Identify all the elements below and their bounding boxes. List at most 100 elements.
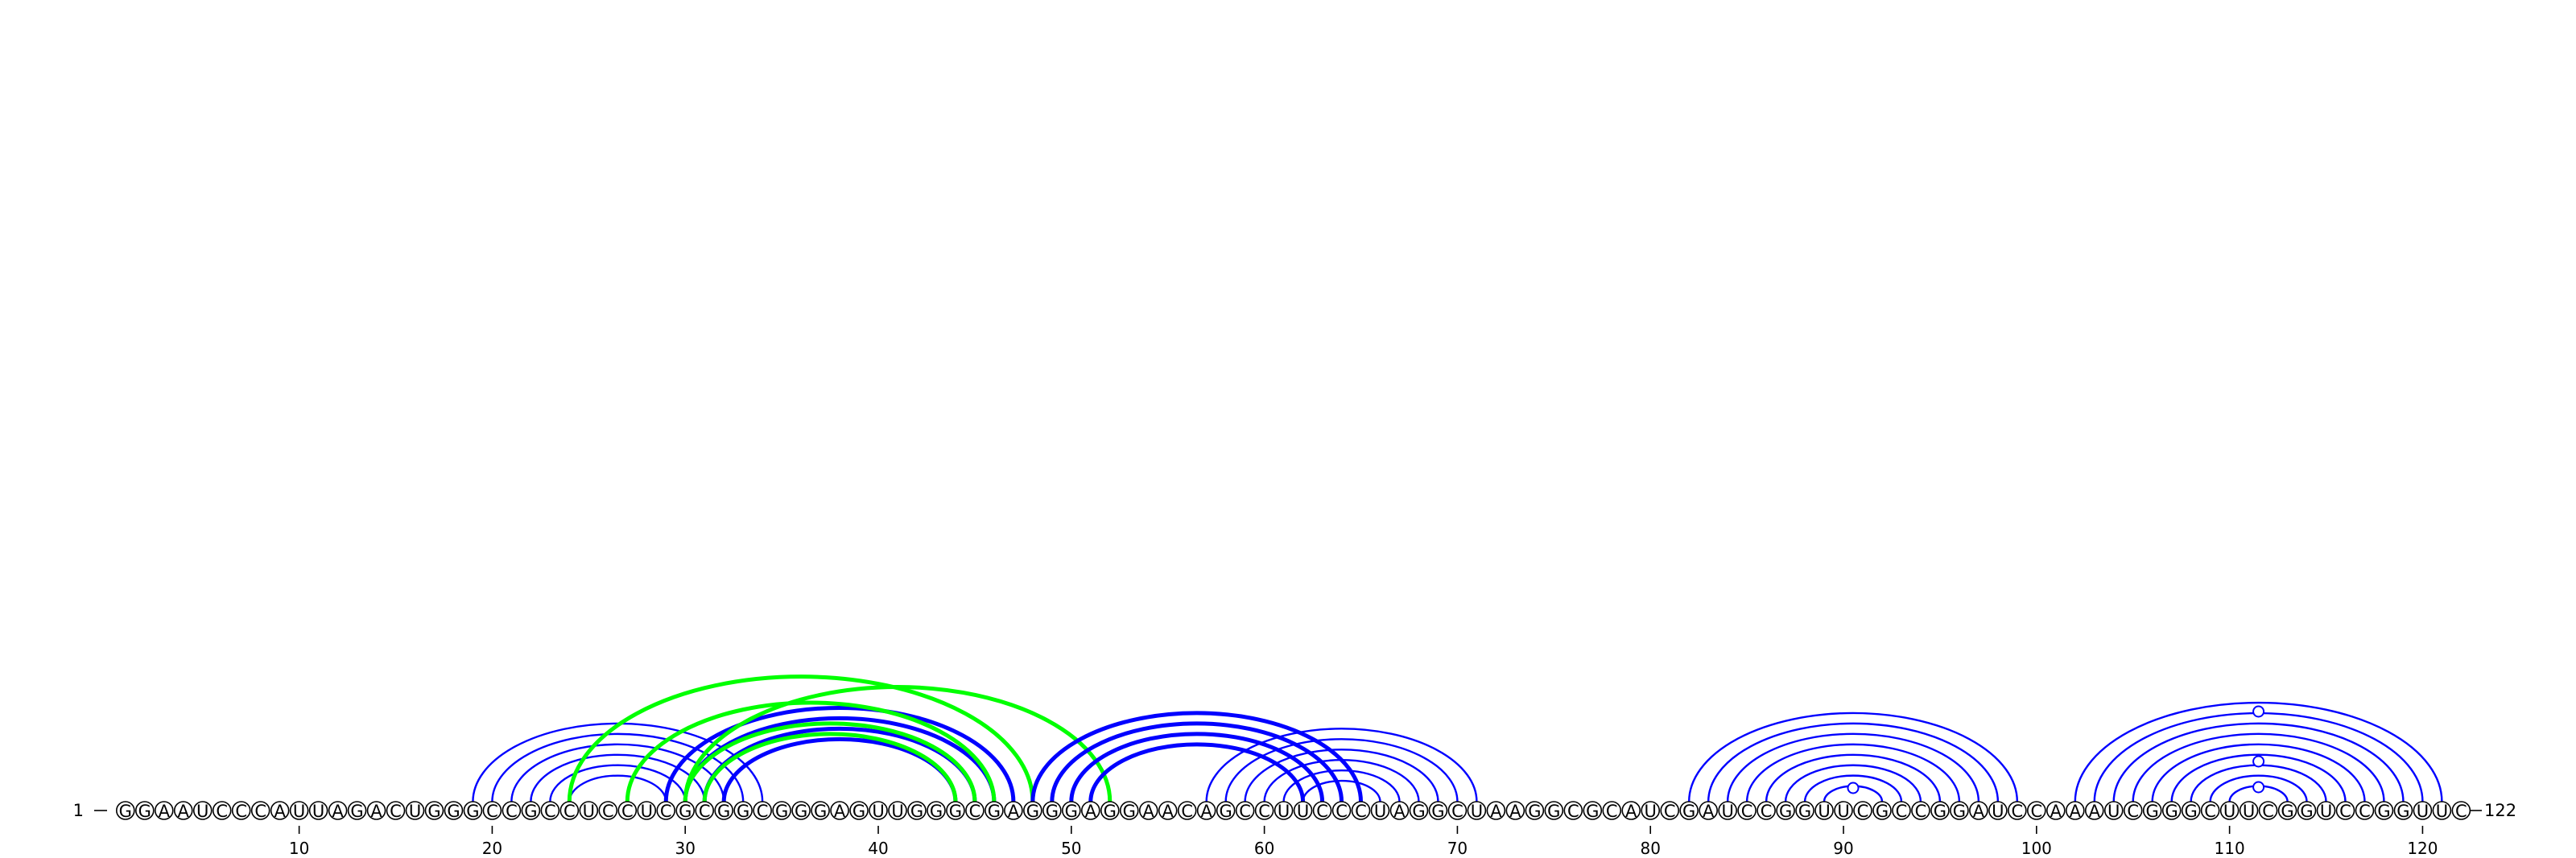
nucleotide-circle bbox=[1563, 801, 1583, 820]
nucleotide-letter: U bbox=[1992, 802, 2004, 821]
arc-blue-49-64 bbox=[1050, 721, 1344, 804]
nucleotide: C bbox=[656, 801, 676, 821]
nucleotide-letter: G bbox=[949, 802, 962, 821]
nucleotide-circle bbox=[637, 801, 657, 820]
nucleotide: C bbox=[2355, 801, 2375, 821]
nucleotide-circle bbox=[1138, 801, 1158, 820]
nucleotide-letter: A bbox=[1703, 802, 1715, 821]
nucleotide: U bbox=[2316, 801, 2336, 821]
nucleotide: A bbox=[1138, 801, 1158, 821]
nucleotide: C bbox=[2008, 801, 2027, 821]
nucleotide-circle bbox=[444, 801, 464, 820]
nucleotide: G bbox=[463, 801, 483, 821]
nucleotide: G bbox=[714, 801, 733, 821]
nucleotide-letter: G bbox=[1046, 802, 1059, 821]
nucleotide-letter: G bbox=[466, 802, 479, 821]
nucleotide: C bbox=[1757, 801, 1776, 821]
nucleotide-letter: U bbox=[583, 802, 595, 821]
nucleotide: C bbox=[1351, 801, 1371, 821]
nucleotide-letter: C bbox=[621, 802, 634, 821]
nucleotide: G bbox=[134, 801, 155, 821]
nucleotide-letter: U bbox=[872, 802, 884, 821]
nucleotide-letter: G bbox=[2185, 802, 2198, 821]
nucleotide-circle bbox=[907, 801, 927, 820]
nucleotide: A bbox=[2065, 801, 2085, 821]
nucleotide: C bbox=[1853, 801, 1872, 821]
arc-blue-57-71 bbox=[1205, 728, 1478, 803]
nucleotide: U bbox=[2413, 801, 2433, 821]
nucleotide-circle bbox=[2316, 801, 2336, 820]
nucleotide: C bbox=[1331, 801, 1352, 821]
nucleotide-circle bbox=[192, 801, 213, 820]
nucleotide-circle bbox=[386, 801, 406, 820]
nucleotide: U bbox=[1370, 801, 1390, 821]
nucleotide-letter: U bbox=[1645, 802, 1657, 821]
nucleotide: U bbox=[888, 801, 907, 821]
nucleotide: U bbox=[2219, 801, 2240, 821]
tick-label: 110 bbox=[2215, 839, 2245, 858]
nucleotide: G bbox=[347, 801, 367, 821]
arc-green-24-48 bbox=[567, 674, 1035, 804]
nucleotide-circle bbox=[1370, 801, 1390, 820]
nucleotide-letter: G bbox=[775, 802, 788, 821]
arc-blue-84-97 bbox=[1726, 732, 1980, 803]
nucleotide-circle bbox=[173, 801, 193, 820]
nucleotide: G bbox=[2181, 801, 2201, 821]
nucleotide-circle bbox=[733, 801, 753, 820]
tick-label: 90 bbox=[1833, 839, 1853, 858]
nucleotide: C bbox=[1660, 801, 1679, 821]
nucleotide-letter: C bbox=[506, 802, 518, 821]
nucleotide-letter: G bbox=[988, 802, 1001, 821]
nucleotide: G bbox=[1100, 801, 1120, 821]
nucleotide-circle bbox=[134, 801, 155, 820]
nucleotide-circle bbox=[1872, 801, 1892, 820]
nucleotide: C bbox=[559, 801, 580, 821]
nucleotide: A bbox=[1621, 801, 1641, 821]
nucleotide: C bbox=[1235, 801, 1255, 821]
nucleotide-circle bbox=[463, 801, 483, 820]
nucleotide-circle bbox=[2413, 801, 2433, 820]
nucleotide-letter: C bbox=[2262, 802, 2274, 821]
nucleotide-letter: C bbox=[1316, 802, 1328, 821]
nucleotide-circle bbox=[985, 801, 1004, 820]
nucleotide: U bbox=[1718, 801, 1737, 821]
nucleotide-circle bbox=[1409, 801, 1429, 820]
nucleotide-letter: U bbox=[2436, 802, 2448, 821]
nucleotide: U bbox=[405, 801, 425, 821]
nucleotide-circle bbox=[1062, 801, 1081, 820]
nucleotide-circle bbox=[2008, 801, 2027, 820]
nucleotide: G bbox=[791, 801, 811, 821]
tick-label: 40 bbox=[868, 839, 888, 858]
nucleotide-letter: C bbox=[2012, 802, 2024, 821]
nucleotide: U bbox=[192, 801, 213, 821]
nucleotide-circle bbox=[1505, 801, 1525, 820]
nucleotide-letter: C bbox=[1761, 802, 1773, 821]
nucleotide-circle bbox=[347, 801, 367, 820]
nucleotide-letter: C bbox=[1258, 802, 1270, 821]
nucleotide: A bbox=[1389, 801, 1410, 821]
nucleotide-letter: U bbox=[1818, 802, 1830, 821]
nucleotide-letter: C bbox=[602, 802, 614, 821]
arc-blue-58-70 bbox=[1224, 738, 1459, 803]
nucleotide-circle bbox=[1177, 801, 1197, 820]
nucleotide-circle bbox=[830, 801, 849, 820]
nucleotide-circle bbox=[250, 801, 270, 820]
nucleotide-circle bbox=[1254, 801, 1274, 820]
nucleotide-letter: C bbox=[1451, 802, 1463, 821]
nucleotide: G bbox=[2393, 801, 2413, 821]
nucleotide-letter: G bbox=[1682, 802, 1695, 821]
nucleotide-circle bbox=[927, 801, 946, 820]
arc-blue-104-119 bbox=[2112, 722, 2405, 803]
nucleotide: C bbox=[2258, 801, 2278, 821]
arc-blue-62-66 bbox=[1302, 779, 1381, 803]
arc-blue-24-29 bbox=[568, 774, 667, 803]
nucleotide-letter: G bbox=[2146, 802, 2159, 821]
tick-label: 20 bbox=[482, 839, 502, 858]
arc-blue-83-98 bbox=[1707, 722, 2000, 803]
nucleotide: U bbox=[637, 801, 657, 821]
arc-blue-105-118 bbox=[2132, 732, 2385, 803]
nucleotide-circle bbox=[1853, 801, 1872, 820]
nucleotide: C bbox=[965, 801, 985, 821]
nucleotide-circle bbox=[695, 801, 715, 820]
nucleotide-letter: A bbox=[1393, 802, 1406, 821]
